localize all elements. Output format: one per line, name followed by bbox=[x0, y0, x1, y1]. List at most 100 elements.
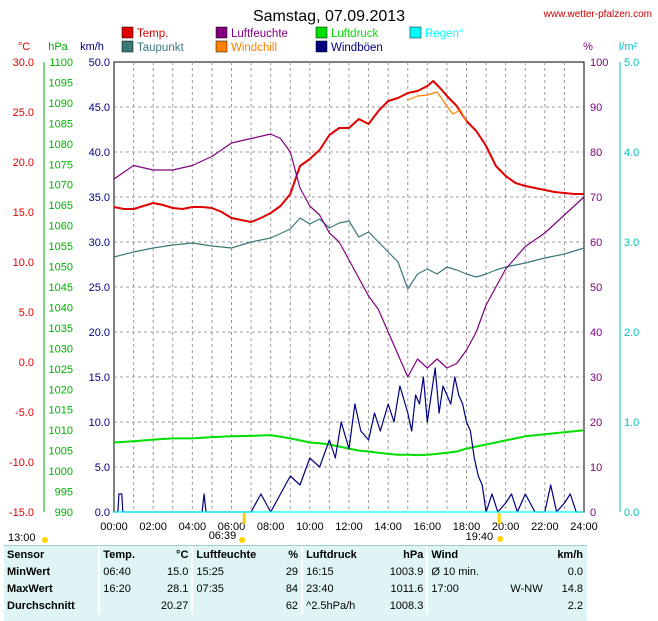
humidity-axis-tick: 10 bbox=[590, 462, 602, 474]
humidity-axis-tick: 0 bbox=[590, 507, 596, 519]
legend-label: Luftdruck bbox=[331, 28, 379, 40]
pressure-axis-tick: 1090 bbox=[49, 98, 73, 110]
legend-swatch bbox=[215, 40, 228, 53]
chart-title: Samstag, 07.09.2013 bbox=[253, 8, 405, 25]
wind-axis-tick: 25.0 bbox=[89, 282, 110, 294]
stats-press-value: 1008.3 bbox=[389, 599, 424, 612]
legend-label: Windchill bbox=[231, 42, 277, 54]
series-layer bbox=[113, 80, 585, 513]
legend-label: Windböen bbox=[331, 42, 383, 54]
pressure-axis-tick: 1045 bbox=[49, 282, 73, 294]
temp-axis-tick: 0.0 bbox=[19, 357, 34, 369]
stats-header-wind-unit: km/h bbox=[557, 548, 583, 561]
pressure-axis-tick: 1085 bbox=[49, 118, 73, 130]
humidity-axis-unit: % bbox=[583, 41, 593, 53]
wind-axis-unit: km/h bbox=[80, 41, 104, 53]
legend-swatch bbox=[315, 26, 328, 39]
stats-row-label: MinWert bbox=[7, 565, 51, 578]
stats-header-hum-unit: % bbox=[288, 548, 299, 561]
stats-hum-time: 07:35 bbox=[191, 580, 278, 597]
time-axis-tick: 22:00 bbox=[531, 521, 559, 533]
stats-temp-time bbox=[98, 597, 149, 614]
sunrise-marker bbox=[242, 513, 246, 524]
humidity-axis-tick: 80 bbox=[590, 147, 602, 159]
stats-row-avg: Durchschnitt 20.27 62 ^2.5hPa/h 1008.3 2… bbox=[4, 597, 586, 614]
wind-axis-tick: 35.0 bbox=[89, 192, 110, 204]
pressure-axis-tick: 1010 bbox=[49, 425, 73, 437]
temp-axis-unit: °C bbox=[18, 41, 30, 53]
legend-label: Temp. bbox=[137, 28, 168, 40]
stats-press-time: ^2.5hPa/h bbox=[301, 597, 376, 614]
pressure-axis-tick: 1080 bbox=[49, 139, 73, 151]
stats-temp-time: 06:40 bbox=[98, 563, 149, 580]
temp-axis-tick: -10.0 bbox=[9, 457, 34, 469]
wind-axis-tick: 50.0 bbox=[89, 57, 110, 69]
pressure-axis-tick: 1075 bbox=[49, 159, 73, 171]
pressure-axis-tick: 1050 bbox=[49, 262, 73, 274]
humidity-axis-tick: 50 bbox=[590, 282, 602, 294]
stats-wind-value: 14.8 bbox=[561, 582, 583, 595]
sunset-label: 19:40 bbox=[466, 531, 494, 543]
pressure-axis-tick: 1040 bbox=[49, 302, 73, 314]
stats-temp-time: 16:20 bbox=[98, 580, 149, 597]
stats-wind-dir bbox=[497, 563, 546, 580]
legend-swatch bbox=[121, 26, 134, 39]
stats-row-max: MaxWert 16:20 28.1 07:35 84 23:40 1011.6… bbox=[4, 580, 586, 597]
sunrise-label: 06:39 bbox=[209, 530, 237, 542]
rain-axis-tick: 2.0 bbox=[624, 327, 639, 339]
stats-header-sensor: Sensor bbox=[7, 548, 45, 561]
time-axis-tick: 02:00 bbox=[139, 521, 167, 533]
temp-axis-tick: 30.0 bbox=[13, 57, 34, 69]
pressure-axis-tick: 990 bbox=[55, 507, 73, 519]
statistics-table: Sensor Temp. °C Luftfeuchte % Luftdruck … bbox=[4, 545, 587, 621]
wind-axis-tick: 10.0 bbox=[89, 417, 110, 429]
stats-hum-value: 84 bbox=[285, 582, 299, 595]
plot-area bbox=[113, 61, 585, 513]
stats-row-label: MaxWert bbox=[7, 582, 53, 595]
temp-axis-tick: 15.0 bbox=[13, 207, 34, 219]
wind-axis-tick: 5.0 bbox=[95, 462, 110, 474]
temp-axis-tick: 25.0 bbox=[13, 107, 34, 119]
temp-axis-tick: -5.0 bbox=[15, 407, 34, 419]
humidity-axis-tick: 60 bbox=[590, 237, 602, 249]
stats-wind-value: 0.0 bbox=[567, 565, 583, 578]
legend-swatch bbox=[215, 26, 228, 39]
rain-axis-tick: 3.0 bbox=[624, 237, 639, 249]
stats-wind-time: 17:00 bbox=[426, 580, 497, 597]
pressure-axis-tick: 1025 bbox=[49, 364, 73, 376]
stats-hum-time bbox=[191, 597, 278, 614]
stats-wind-dir: W-NW bbox=[510, 582, 543, 595]
time-axis-tick: 16:00 bbox=[414, 521, 442, 533]
humidity-axis-tick: 20 bbox=[590, 417, 602, 429]
stats-press-value: 1003.9 bbox=[389, 565, 424, 578]
stats-temp-value: 20.27 bbox=[160, 599, 189, 612]
stats-hum-time: 15:25 bbox=[191, 563, 278, 580]
time-axis-tick: 18:00 bbox=[453, 521, 481, 533]
stats-hum-value: 29 bbox=[285, 565, 299, 578]
stats-wind-value: 2.2 bbox=[567, 599, 583, 612]
stats-press-value: 1011.6 bbox=[390, 582, 424, 595]
legend-swatch bbox=[409, 26, 422, 39]
series-line-luftfeuchte bbox=[113, 133, 585, 378]
stats-header-press-unit: hPa bbox=[403, 548, 424, 561]
legend-label: Luftfeuchte bbox=[231, 28, 288, 40]
humidity-axis-tick: 40 bbox=[590, 327, 602, 339]
time-axis-tick: 24:00 bbox=[570, 521, 598, 533]
series-line-luftdruck bbox=[113, 429, 585, 457]
temp-axis-tick: 5.0 bbox=[19, 307, 34, 319]
wind-axis-tick: 45.0 bbox=[89, 102, 110, 114]
time-axis-tick: 12:00 bbox=[335, 521, 363, 533]
legend-label: Regen° bbox=[425, 28, 464, 40]
wind-axis-tick: 20.0 bbox=[89, 327, 110, 339]
rain-axis-tick: 5.0 bbox=[624, 57, 639, 69]
stats-header-hum: Luftfeuchte bbox=[191, 546, 278, 563]
pressure-axis-tick: 1070 bbox=[49, 180, 73, 192]
site-url[interactable]: www.wetter-pfalzen.com bbox=[543, 9, 652, 20]
sunrise-dot bbox=[239, 537, 246, 543]
stats-press-time: 16:15 bbox=[301, 563, 376, 580]
humidity-axis-tick: 90 bbox=[590, 102, 602, 114]
legend-swatch bbox=[121, 40, 134, 53]
pressure-axis-tick: 1095 bbox=[49, 77, 73, 89]
stats-header-temp-unit: °C bbox=[176, 548, 189, 561]
stats-header-wind: Wind bbox=[426, 546, 497, 563]
